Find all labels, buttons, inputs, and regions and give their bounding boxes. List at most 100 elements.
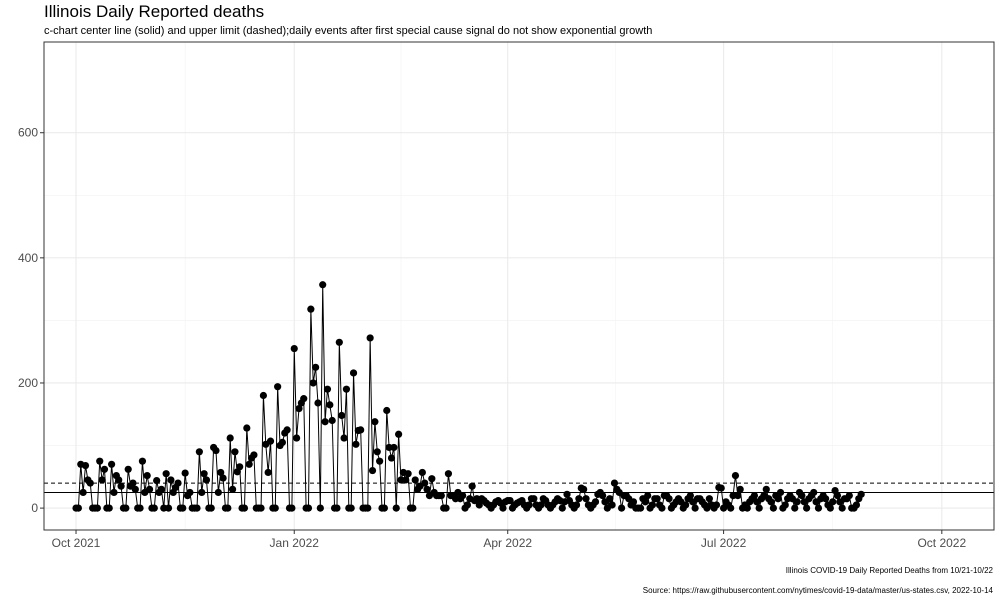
data-point — [499, 504, 507, 512]
data-point — [402, 476, 410, 484]
data-point — [468, 482, 476, 490]
data-point — [200, 470, 208, 478]
data-point — [212, 446, 220, 455]
data-point — [167, 476, 175, 484]
data-point — [304, 504, 313, 512]
data-point — [174, 479, 182, 487]
data-point — [580, 485, 588, 493]
data-point — [750, 491, 759, 500]
data-point — [245, 460, 253, 468]
data-point — [810, 488, 818, 497]
data-point — [762, 485, 770, 493]
data-point — [326, 401, 334, 409]
data-point — [295, 405, 303, 413]
data-point — [198, 488, 206, 497]
data-point — [340, 434, 348, 442]
panel-border — [43, 41, 995, 531]
data-point — [323, 385, 332, 393]
data-point — [240, 504, 249, 512]
data-point — [608, 501, 616, 509]
data-point — [606, 495, 614, 503]
data-point — [129, 479, 137, 487]
data-point — [428, 475, 436, 483]
data-point — [74, 504, 82, 512]
data-point — [347, 504, 355, 512]
data-point — [366, 334, 374, 342]
data-point — [736, 485, 744, 493]
data-point — [537, 501, 545, 509]
data-point — [110, 488, 118, 497]
data-point — [124, 465, 132, 473]
chart-title: Illinois Daily Reported deaths — [44, 2, 265, 21]
data-point — [644, 491, 652, 500]
data-point — [641, 498, 649, 506]
data-point — [629, 498, 638, 506]
data-point — [96, 457, 104, 465]
data-point — [599, 491, 607, 500]
data-point — [349, 369, 358, 377]
x-tick-label: Oct 2022 — [917, 536, 966, 550]
y-tick-label: 200 — [18, 376, 38, 390]
data-point — [423, 485, 431, 493]
data-point — [309, 379, 317, 387]
data-point — [364, 504, 372, 512]
chart-subtitle: c-chart center line (solid) and upper li… — [44, 25, 653, 37]
data-point — [791, 504, 799, 512]
x-tick-label: Apr 2022 — [483, 536, 532, 550]
data-point — [418, 468, 426, 477]
data-point — [153, 476, 161, 485]
data-point — [278, 438, 286, 447]
data-point — [610, 479, 619, 487]
data-point — [226, 434, 234, 442]
data-point — [838, 504, 846, 512]
data-point — [463, 501, 472, 509]
x-tick-label: Oct 2021 — [52, 536, 101, 550]
data-point — [390, 443, 398, 452]
data-point — [79, 488, 87, 497]
plot-panel — [44, 42, 994, 530]
data-point — [572, 501, 581, 509]
data-point — [195, 448, 203, 456]
data-point — [814, 504, 823, 512]
data-point — [131, 485, 139, 493]
data-point — [682, 501, 690, 509]
data-point — [257, 504, 265, 512]
data-point — [93, 504, 101, 512]
data-point — [214, 488, 222, 497]
data-point — [582, 495, 590, 503]
data-point — [404, 470, 412, 478]
data-point — [409, 504, 417, 512]
y-tick-label: 600 — [18, 126, 38, 140]
data-point — [734, 491, 742, 500]
data-point — [319, 281, 327, 289]
data-point — [648, 501, 657, 509]
data-point — [852, 501, 861, 509]
data-point — [769, 504, 778, 512]
data-point — [392, 504, 400, 512]
data-point — [380, 504, 388, 512]
data-point — [371, 418, 379, 426]
data-point — [202, 476, 211, 484]
data-point — [300, 395, 308, 403]
data-point — [767, 498, 775, 506]
data-point — [81, 461, 90, 470]
data-point — [342, 385, 351, 393]
data-point — [833, 491, 842, 500]
data-point — [395, 430, 403, 438]
data-point — [506, 496, 514, 505]
data-point — [617, 504, 626, 512]
data-point — [743, 504, 751, 512]
data-point — [793, 498, 801, 506]
data-point — [290, 344, 298, 353]
data-point — [658, 504, 666, 512]
data-point — [525, 501, 533, 509]
data-point — [236, 463, 244, 471]
data-point — [98, 476, 106, 484]
data-point — [755, 504, 763, 512]
data-point — [264, 468, 272, 477]
data-point — [86, 479, 94, 487]
data-point — [207, 504, 215, 512]
data-point — [271, 504, 279, 512]
data-point — [100, 465, 109, 473]
